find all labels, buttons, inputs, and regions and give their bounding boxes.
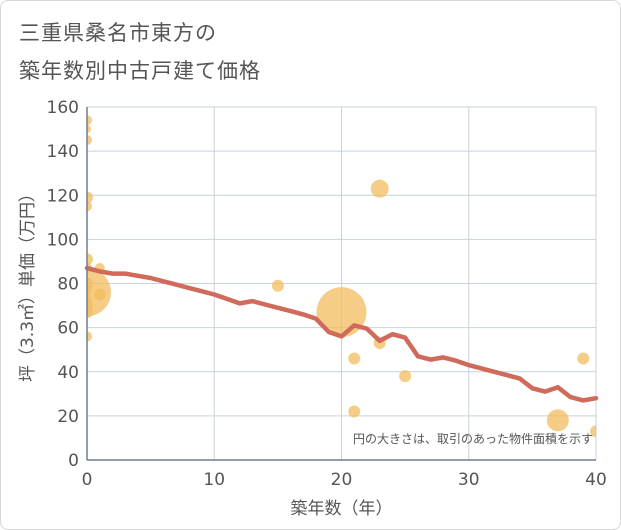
x-tick-label: 20: [331, 470, 353, 490]
y-tick-label: 160: [47, 98, 79, 118]
y-tick-label: 40: [57, 363, 79, 383]
data-bubble: [348, 352, 361, 365]
data-bubble: [87, 115, 92, 126]
data-bubble: [87, 201, 92, 212]
bubble-size-note: 円の大きさは、取引のあった物件面積を示す: [353, 431, 593, 446]
y-axis-label: 坪（3.3㎡）単価（万円）: [18, 185, 38, 382]
y-tick-label: 120: [47, 186, 79, 206]
data-bubble: [271, 279, 284, 292]
data-bubble: [87, 125, 91, 134]
data-bubble: [87, 331, 92, 342]
x-tick-label: 0: [82, 470, 93, 490]
average-price-line: [84, 265, 599, 403]
chart-title-line-2: 築年数別中古戸建て価格: [19, 59, 261, 83]
y-tick-label: 60: [57, 319, 79, 339]
axes: [86, 107, 596, 461]
y-tick-label: 100: [47, 230, 79, 250]
data-bubble: [399, 370, 412, 383]
y-tick-label: 140: [47, 142, 79, 162]
y-tick-label: 20: [57, 407, 79, 427]
x-tick-label: 10: [203, 470, 225, 490]
data-bubble: [87, 253, 93, 266]
chart-title-line-1: 三重県桑名市東方の: [19, 21, 217, 45]
data-bubble: [590, 425, 596, 438]
x-axis-label: 築年数（年）: [291, 499, 393, 519]
data-bubble: [93, 288, 106, 301]
data-bubble: [546, 409, 569, 432]
y-tick-label: 0: [68, 451, 79, 471]
data-bubble: [87, 135, 92, 146]
data-bubble: [577, 352, 590, 365]
x-tick-label: 30: [458, 470, 480, 490]
data-bubble: [87, 191, 93, 204]
data-bubble: [370, 179, 389, 198]
tick-labels: 0 20 40 60 80 100 120 140 160 0 10 20 30 40: [47, 98, 607, 490]
x-tick-label: 40: [585, 470, 607, 490]
line-layer: [84, 265, 599, 403]
data-bubble: [348, 405, 361, 418]
y-tick-label: 80: [57, 275, 79, 295]
